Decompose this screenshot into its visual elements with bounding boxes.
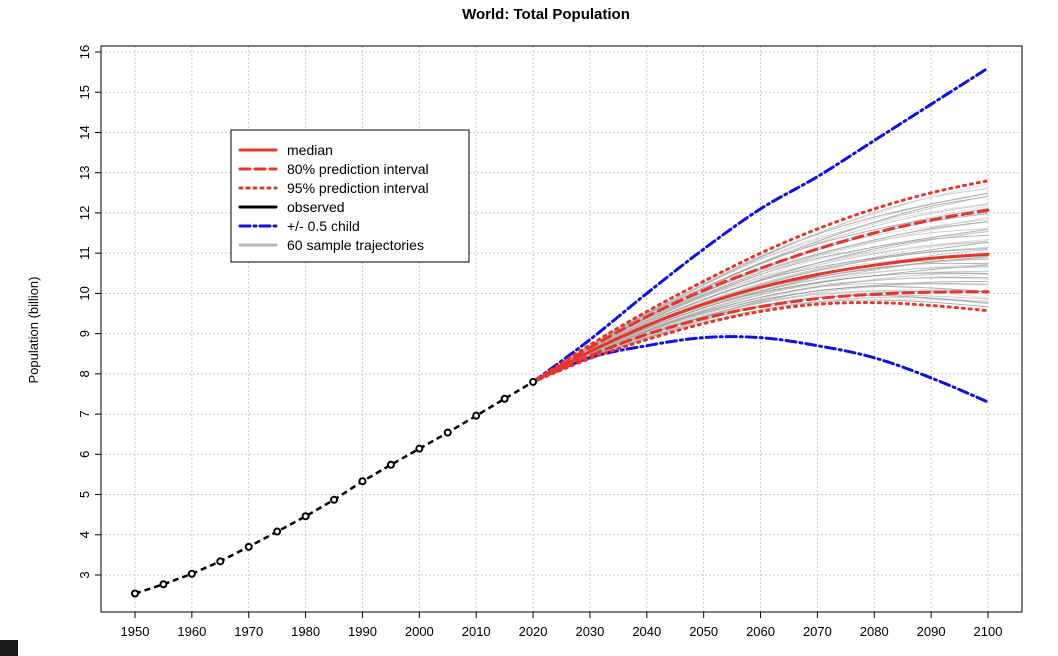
x-tick-label: 1950 (121, 624, 150, 639)
observed-point (273, 527, 282, 536)
chart-title: World: Total Population (462, 6, 630, 23)
y-tick-label: 8 (77, 370, 92, 377)
x-tick-label: 2000 (405, 624, 434, 639)
x-tick-label: 2090 (917, 624, 946, 639)
observed-point (330, 495, 339, 504)
legend: median 80% prediction interval 95% predict… (230, 129, 470, 263)
observed-point (386, 460, 395, 469)
legend-label: median (287, 142, 333, 158)
y-tick-label: 6 (77, 451, 92, 458)
series-line (531, 252, 990, 384)
x-tick-label: 1980 (291, 624, 320, 639)
x-tick-label: 2050 (689, 624, 718, 639)
observed-point (244, 542, 253, 551)
y-tick-label: 16 (77, 45, 92, 59)
legend-label: 60 sample trajectories (287, 237, 424, 253)
y-tick-label: 9 (77, 330, 92, 337)
sample-trajectory (532, 219, 989, 383)
sample-trajectory (532, 183, 989, 383)
legend-label: 80% prediction interval (287, 161, 429, 177)
sample-trajectory (532, 270, 989, 383)
y-tick-label: 3 (77, 571, 92, 578)
x-tick-label: 2010 (462, 624, 491, 639)
y-tick-label: 4 (77, 531, 92, 538)
y-tick-label: 12 (77, 206, 92, 220)
observed-point (301, 512, 310, 521)
observed-point (529, 377, 538, 386)
legend-label: 95% prediction interval (287, 180, 429, 196)
y-axis: 3 4 5 6 7 8 9 10 11 12 13 14 15 16 (77, 45, 101, 579)
observed-point (443, 428, 452, 437)
y-tick-label: 13 (77, 165, 92, 179)
observed-point (415, 444, 424, 453)
series-line (531, 208, 990, 384)
x-axis: 1950 1960 1970 1980 1990 2000 2010 2020 2030 2040… (121, 612, 1003, 639)
y-tick-label: 7 (77, 410, 92, 417)
x-tick-label: 2080 (860, 624, 889, 639)
x-tick-label: 2020 (519, 624, 548, 639)
observed-point (472, 411, 481, 420)
series-line (531, 66, 990, 384)
series-line (531, 290, 990, 384)
legend-box (230, 129, 470, 263)
x-tick-label: 2040 (632, 624, 661, 639)
plot-frame (100, 45, 1023, 613)
x-tick-label: 2030 (575, 624, 604, 639)
sample-trajectory (532, 192, 989, 383)
legend-label: observed (287, 199, 345, 215)
series-layer (531, 66, 990, 404)
observed-point (358, 477, 367, 486)
series-line (531, 179, 990, 384)
observed-point (216, 557, 225, 566)
observed-point (500, 394, 509, 403)
x-tick-label: 1970 (234, 624, 263, 639)
y-tick-label: 10 (77, 286, 92, 300)
observed-series (131, 377, 538, 598)
observed-point (159, 580, 168, 589)
sample-trajectory (532, 228, 989, 383)
series-line (531, 301, 990, 384)
x-tick-label: 1960 (177, 624, 206, 639)
observed-point (187, 569, 196, 578)
x-tick-label: 2070 (803, 624, 832, 639)
observed-point (131, 589, 139, 598)
corner-mark (0, 640, 18, 656)
y-tick-label: 5 (77, 491, 92, 498)
y-tick-label: 14 (77, 125, 92, 139)
x-tick-label: 2100 (974, 624, 1003, 639)
y-axis-label: Population (billion) (26, 277, 41, 384)
y-tick-label: 15 (77, 85, 92, 99)
legend-label: +/- 0.5 child (287, 218, 360, 234)
x-tick-label: 2060 (746, 624, 775, 639)
x-tick-label: 1990 (348, 624, 377, 639)
y-tick-label: 11 (77, 246, 92, 260)
